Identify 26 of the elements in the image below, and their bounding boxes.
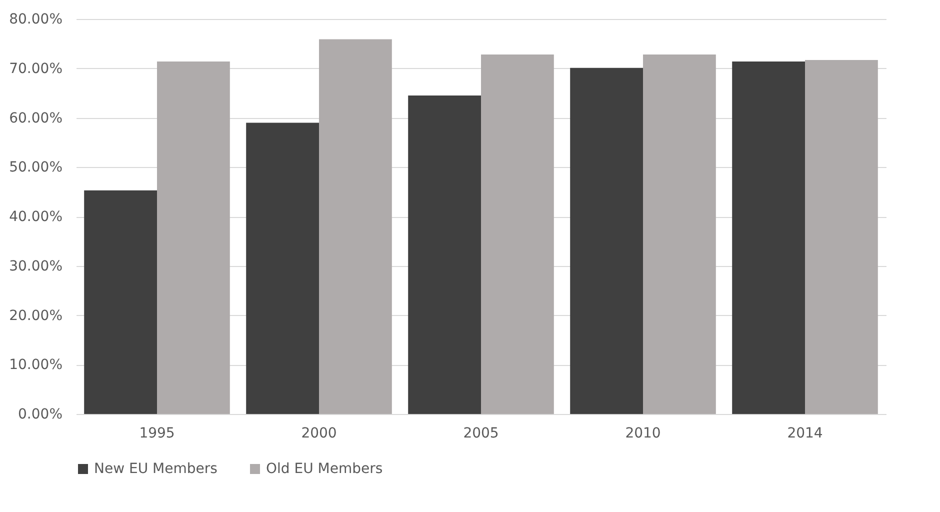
legend-label: New EU Members (94, 461, 218, 477)
bar (643, 54, 716, 414)
x-tick-label: 2014 (787, 426, 823, 442)
legend-label: Old EU Members (266, 461, 383, 477)
bar (732, 61, 805, 414)
bar (246, 122, 319, 414)
y-tick-label: 70.00% (9, 60, 62, 77)
x-tick-label: 2005 (463, 426, 499, 442)
y-tick-label: 0.00% (18, 406, 62, 422)
y-tick-label: 80.00% (9, 12, 62, 28)
bar (157, 61, 230, 414)
y-tick-label: 30.00% (9, 258, 62, 274)
y-tick-label: 10.00% (9, 357, 62, 374)
y-tick-label: 20.00% (9, 308, 62, 324)
y-tick-label: 40.00% (9, 209, 62, 225)
y-tick-label: 60.00% (9, 110, 62, 126)
bar (570, 68, 643, 414)
bar (319, 39, 392, 414)
bar (408, 96, 481, 414)
y-tick-label: 50.00% (9, 160, 62, 176)
bar (84, 190, 157, 414)
bar (805, 60, 878, 414)
x-tick-label: 1995 (139, 426, 175, 442)
x-tick-label: 2010 (625, 426, 661, 442)
x-tick-label: 2000 (301, 426, 337, 442)
bar (481, 54, 554, 414)
